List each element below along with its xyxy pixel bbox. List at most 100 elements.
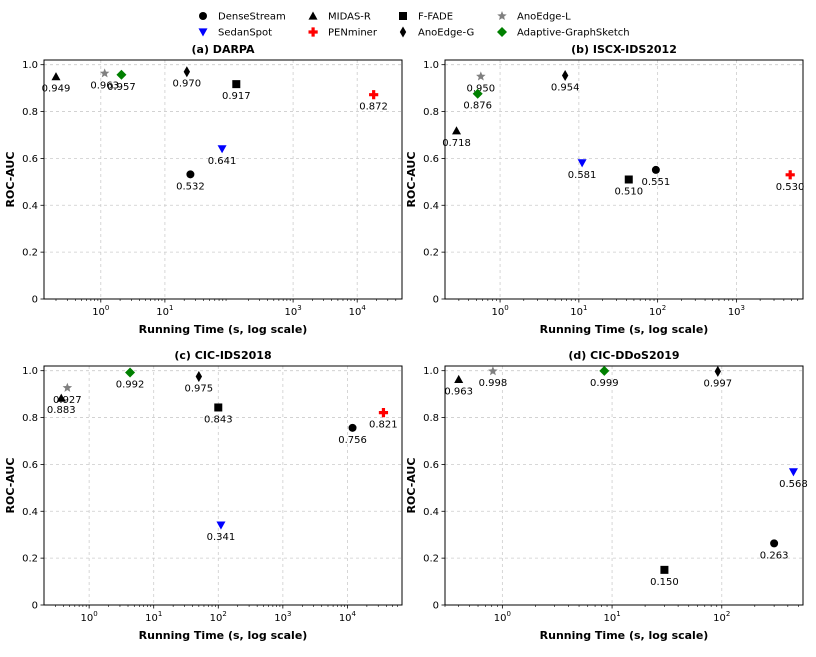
- panel-3-ytick-label: 0.6: [22, 460, 38, 471]
- panel-2-value-label-anoedge-g: 0.954: [551, 82, 580, 93]
- legend-marker-densestream: [199, 12, 207, 20]
- panel-4-ylabel: ROC-AUC: [405, 458, 418, 514]
- panel-1-value-label-penminer: 0.872: [359, 102, 388, 113]
- panel-3-xlabel: Running Time (s, log scale): [139, 629, 308, 642]
- panel-3-value-label-penminer: 0.821: [369, 420, 398, 431]
- panel-3-value-label-densestream: 0.756: [338, 435, 367, 446]
- panel-3-point-anoedge-l: [62, 382, 73, 392]
- panel-2-point-anoedge-l: [476, 71, 486, 81]
- panel-3-point-densestream: [348, 423, 357, 432]
- panel-4-point-anoedge-l: [488, 366, 498, 376]
- panel-4-value-label-densestream: 0.263: [760, 550, 789, 561]
- panel-1-point-anoedge-g: [183, 66, 191, 78]
- panels: 0 0.2 0.4 0.6 0.8 1.0 100 101 103 104 (a) DARPA Run…: [4, 43, 808, 642]
- panel-1-point-anoedge-l: [99, 68, 110, 78]
- panel-1-xlabel: Running Time (s, log scale): [139, 323, 308, 336]
- panel-2-value-label-midas-r: 0.718: [442, 138, 471, 149]
- panel-2-point-f-fade: [624, 175, 633, 184]
- panel-3-ytick-label: 0.2: [22, 554, 38, 565]
- panel-4-value-label-anoedge-l: 0.998: [479, 378, 508, 389]
- panel-1-value-label-anoedge-g: 0.970: [173, 79, 202, 90]
- panel-2-frame: [444, 59, 804, 300]
- panel-2-xtick-label: 100: [491, 304, 508, 318]
- panel-4-xlabel: Running Time (s, log scale): [540, 629, 709, 642]
- panel-1-xtick-label: 103: [284, 304, 301, 318]
- panel-3-value-label-anoedge-l: 0.927: [53, 395, 82, 406]
- panel-4-xtick-label: 101: [603, 610, 620, 624]
- panel-1-value-label-densestream: 0.532: [176, 181, 205, 192]
- panel-2-xtick-label: 101: [570, 304, 587, 318]
- panel-1-xtick-label: 100: [92, 304, 109, 318]
- panel-4-frame: [444, 365, 804, 606]
- panel-2-ytick-label: 1.0: [423, 60, 439, 71]
- panel-2-point-penminer: [785, 170, 795, 180]
- panel-3-title: (c) CIC-IDS2018: [174, 349, 271, 362]
- panel-1-value-label-anoedge-l: 0.963: [90, 80, 119, 91]
- panel-2-value-label-adaptive-graphsketch: 0.876: [463, 101, 492, 112]
- panel-4: 0 0.2 0.4 0.6 0.8 1.0 100 101 102 (d) CIC-DDoS201…: [405, 349, 808, 642]
- panel-2-ytick-label: 0.6: [423, 154, 439, 165]
- panel-1-value-label-sedanspot: 0.641: [208, 156, 237, 167]
- legend-label-anoedge-g: AnoEdge-G: [418, 28, 474, 39]
- panel-1-value-label-f-fade: 0.917: [222, 91, 251, 102]
- panel-1-point-densestream: [186, 170, 195, 179]
- panel-3-xtick-label: 101: [145, 610, 162, 624]
- legend-label-midas-r: MIDAS-R: [328, 12, 371, 23]
- panel-2-value-label-f-fade: 0.510: [614, 187, 643, 198]
- panel-4-point-adaptive-graphsketch: [599, 365, 610, 376]
- panel-1-ytick-label: 0.6: [22, 154, 38, 165]
- panel-4-xtick-label: 102: [713, 610, 730, 624]
- legend-label-anoedge-l: AnoEdge-L: [517, 12, 571, 23]
- panel-4-ytick-label: 0.8: [423, 413, 439, 424]
- panel-1-point-midas-r: [51, 72, 61, 81]
- legend-label-f-fade: F-FADE: [418, 12, 453, 23]
- panel-3-point-midas-r: [56, 393, 66, 402]
- panel-3-value-label-midas-r: 0.883: [47, 405, 76, 416]
- panel-1-xtick-label: 101: [156, 304, 173, 318]
- panel-3-frame: [43, 365, 403, 606]
- panel-4-point-f-fade: [660, 565, 669, 574]
- panel-3-xtick-label: 102: [210, 610, 227, 624]
- panel-4-value-label-midas-r: 0.963: [444, 386, 473, 397]
- panel-4-ytick-label: 0: [433, 601, 439, 612]
- panel-2-point-sedanspot: [577, 159, 587, 168]
- panel-4-ytick-label: 0.6: [423, 460, 439, 471]
- legend-marker-sedanspot: [198, 28, 208, 37]
- panel-3-value-label-f-fade: 0.843: [204, 414, 233, 425]
- panel-1-ytick-label: 1.0: [22, 60, 38, 71]
- panel-3-ytick-label: 0.4: [22, 507, 38, 518]
- legend-label-sedanspot: SedanSpot: [218, 28, 272, 39]
- panel-1-value-label-adaptive-graphsketch: 0.957: [107, 82, 136, 93]
- panel-2-value-label-penminer: 0.530: [776, 182, 805, 193]
- legend-marker-anoedge-g: [399, 26, 407, 38]
- panel-3-point-sedanspot: [216, 521, 226, 530]
- panel-4-value-label-sedanspot: 0.568: [779, 479, 808, 490]
- panel-3-value-label-anoedge-g: 0.975: [185, 384, 214, 395]
- panel-3-xtick-label: 103: [274, 610, 291, 624]
- legend-marker-penminer: [308, 27, 318, 37]
- panel-1-point-penminer: [369, 90, 379, 100]
- panel-3-ylabel: ROC-AUC: [4, 458, 17, 514]
- panel-2-point-anoedge-g: [561, 69, 569, 81]
- panel-1-ytick-label: 0: [32, 295, 38, 306]
- legend-label-densestream: DenseStream: [218, 12, 286, 23]
- panel-3-point-anoedge-g: [195, 371, 203, 383]
- panel-2-point-adaptive-graphsketch: [472, 88, 483, 99]
- panel-1-ylabel: ROC-AUC: [4, 152, 17, 208]
- panel-2-value-label-densestream: 0.551: [642, 177, 671, 188]
- panel-3-xtick-label: 104: [339, 610, 357, 624]
- panel-2-value-label-sedanspot: 0.581: [568, 170, 597, 181]
- panel-3-point-adaptive-graphsketch: [125, 367, 136, 378]
- legend: DenseStream MIDAS-R F-FADE AnoEdge-L SedanSp…: [198, 11, 630, 39]
- panel-2-xlabel: Running Time (s, log scale): [540, 323, 709, 336]
- legend-label-adaptive-graphsketch: Adaptive-GraphSketch: [517, 28, 630, 39]
- panel-4-value-label-adaptive-graphsketch: 0.999: [590, 378, 619, 389]
- panel-1-ytick-label: 0.8: [22, 107, 38, 118]
- panel-1-value-label-midas-r: 0.949: [42, 84, 71, 95]
- panel-1: 0 0.2 0.4 0.6 0.8 1.0 100 101 103 104 (a) DARPA Run…: [4, 43, 403, 336]
- panel-2-point-midas-r: [452, 126, 462, 135]
- panel-1-xtick-label: 104: [349, 304, 367, 318]
- panel-4-point-midas-r: [454, 374, 464, 383]
- panel-2-ytick-label: 0.8: [423, 107, 439, 118]
